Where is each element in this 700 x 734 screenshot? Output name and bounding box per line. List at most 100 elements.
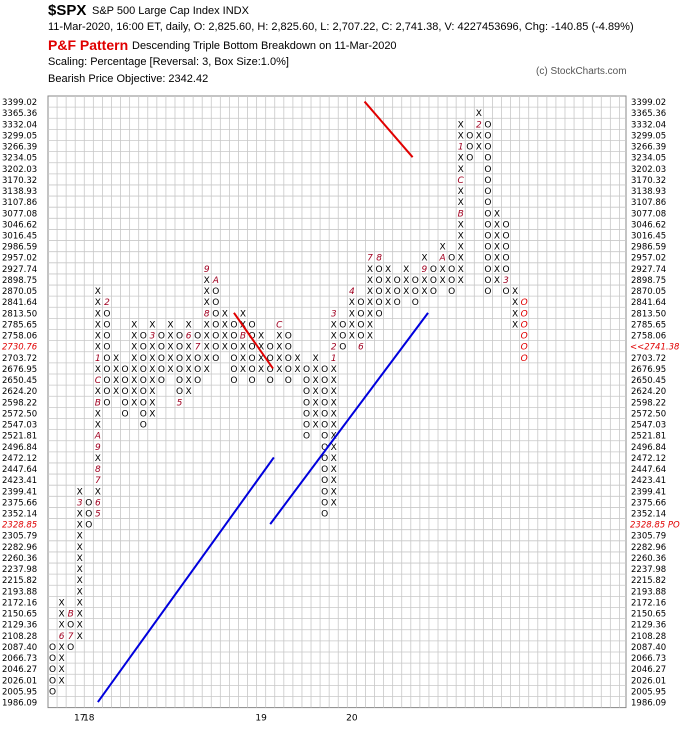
support-trendline [97, 456, 275, 703]
x-box: C [95, 376, 102, 386]
o-box: O [394, 298, 401, 308]
o-box: O [249, 320, 256, 330]
x-box: X [476, 143, 482, 153]
x-box: 7 [95, 476, 101, 486]
o-box: O [285, 376, 292, 386]
o-box: O [49, 665, 56, 675]
x-box: X [458, 265, 464, 275]
y-axis-label-left: 2046.27 [2, 665, 37, 675]
x-box: 3 [149, 332, 155, 342]
o-box: O [122, 398, 129, 408]
x-box: X [77, 521, 83, 531]
x-box: X [167, 354, 173, 364]
y-axis-label-left: 2898.75 [2, 276, 37, 286]
x-box: X [476, 131, 482, 141]
o-box: O [303, 376, 310, 386]
y-axis-label-left: 2870.05 [2, 287, 37, 297]
x-box: X [403, 276, 409, 286]
resistance-trendline [233, 312, 274, 370]
x-box: X [131, 398, 137, 408]
x-box: X [204, 276, 210, 286]
y-axis-label-left: 2305.79 [2, 532, 37, 542]
x-box: X [494, 220, 500, 230]
y-axis-label-left: 3365.36 [2, 109, 37, 119]
x-box: X [458, 120, 464, 130]
o-box: O [484, 265, 491, 275]
x-box: X [258, 365, 264, 375]
y-axis-label-right: 2260.36 [631, 554, 666, 564]
o-box: O [267, 376, 274, 386]
x-box: X [331, 421, 337, 431]
o-box: O [412, 298, 419, 308]
y-axis-label-right: 2172.16 [631, 598, 666, 608]
o-box: O [140, 398, 147, 408]
x-box: X [421, 287, 427, 297]
y-axis-label-right: 3107.86 [631, 198, 666, 208]
x-box: 2 [331, 343, 337, 353]
o-box: O [85, 521, 92, 531]
o-box: O [484, 232, 491, 242]
x-box: X [367, 298, 373, 308]
x-box: X [294, 365, 300, 375]
x-box: X [204, 320, 210, 330]
x-box: X [349, 298, 355, 308]
o-box: 7 [68, 632, 74, 642]
o-box: 6 [358, 343, 364, 353]
y-axis-label-left: 2785.65 [2, 320, 37, 330]
o-box: O [502, 265, 509, 275]
o-box: O [158, 343, 165, 353]
o-box: O [140, 376, 147, 386]
x-box: X [95, 309, 101, 319]
o-box: O [212, 298, 219, 308]
x-axis-label: 20 [346, 714, 358, 724]
ticker-symbol: $SPX [48, 2, 87, 19]
y-axis-label-left: 2026.01 [2, 676, 37, 686]
x-box: X [458, 131, 464, 141]
price-objective: Bearish Price Objective: 2342.42 [48, 73, 209, 85]
y-axis-label-right: 2282.96 [631, 543, 666, 553]
o-box: O [321, 432, 328, 442]
y-axis-label-right: 2676.95 [631, 365, 666, 375]
x-box: X [240, 365, 246, 375]
o-box: O [466, 154, 473, 164]
y-axis-label-left: 3399.02 [2, 98, 37, 108]
x-box: X [77, 598, 83, 608]
o-box: O [158, 354, 165, 364]
y-axis-label-left: 3107.86 [2, 198, 37, 208]
x-box: X [77, 621, 83, 631]
o-box: O [249, 354, 256, 364]
y-axis-label-right: 2066.73 [631, 654, 666, 664]
x-box: X [131, 365, 137, 375]
o-box: O [158, 376, 165, 386]
y-axis-label-left: 2547.03 [2, 421, 37, 431]
y-axis-label-right: 2785.65 [631, 320, 666, 330]
x-box: X [77, 587, 83, 597]
o-box: O [158, 332, 165, 342]
o-box: B [68, 610, 74, 620]
y-axis-label-left: 2352.14 [2, 510, 37, 520]
x-box: X [77, 565, 83, 575]
o-box: O [484, 176, 491, 186]
x-box: X [258, 343, 264, 353]
x-box: X [458, 232, 464, 242]
x-box: X [494, 232, 500, 242]
o-box: O [285, 354, 292, 364]
x-box: X [403, 287, 409, 297]
o-box: O [285, 365, 292, 375]
o-box: O [484, 131, 491, 141]
y-axis-label-right: 3299.05 [631, 131, 666, 141]
x-box: X [331, 487, 337, 497]
y-axis-label-right: 2758.06 [631, 332, 666, 342]
x-box: X [222, 309, 228, 319]
scaling-info: Scaling: Percentage [Reversal: 3, Box Si… [48, 56, 289, 68]
y-axis-label-right: 3332.04 [631, 120, 666, 130]
x-box: 3 [77, 498, 83, 508]
o-box: O [230, 365, 237, 375]
x-box: X [59, 598, 65, 608]
o-box: O [122, 387, 129, 397]
y-axis-label-right: 2150.65 [631, 610, 666, 620]
o-box: O [67, 643, 74, 653]
y-axis-label-right: 2352.14 [631, 510, 666, 520]
x-box: X [312, 409, 318, 419]
y-axis-label-right: 3046.62 [631, 220, 666, 230]
